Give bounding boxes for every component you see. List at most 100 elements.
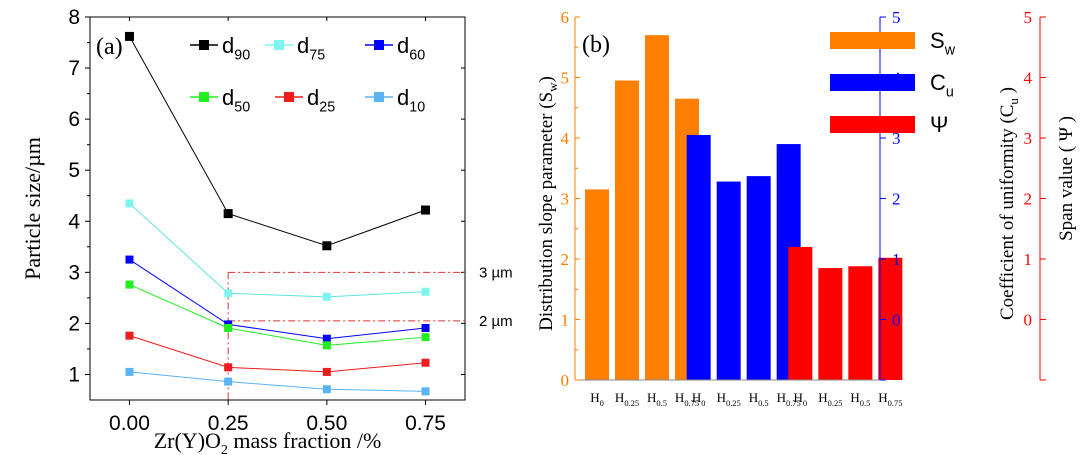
- bar: [878, 257, 903, 380]
- x-tick-label: 0.50: [306, 412, 347, 435]
- x-tick-label: 0.00: [109, 412, 150, 435]
- legend-label-d10-base: d: [397, 85, 409, 110]
- panel-a-x-axis-label: Zr(Y)O2 mass fraction /%: [154, 428, 382, 455]
- annotation-label: 3 µm: [479, 264, 513, 281]
- category-label-sub: 0: [803, 398, 807, 408]
- category-label-base: H: [692, 390, 701, 405]
- legend-label-d50-base: d: [222, 85, 234, 110]
- category-label-base: H: [850, 390, 859, 405]
- category-label-sub: 0.75: [888, 398, 903, 408]
- legend-marker: [284, 92, 294, 102]
- bar: [788, 246, 813, 380]
- bar: [615, 80, 639, 381]
- legend-swatch-Ψ: [830, 116, 915, 133]
- x-axis-label-rest: mass fraction /%: [228, 428, 381, 453]
- right-axis-1-tick-label: 2: [892, 190, 901, 209]
- bar: [818, 268, 843, 380]
- legend-label-d90: d90: [222, 33, 250, 64]
- series-d25: [125, 331, 430, 376]
- data-point: [421, 358, 430, 367]
- annotation-label: 2 µm: [479, 313, 513, 330]
- legend-label-Sw-sub: w: [944, 43, 956, 59]
- series-line: [129, 259, 426, 340]
- legend-marker: [374, 40, 384, 50]
- data-point: [421, 387, 430, 396]
- legend-label-Sw-base: S: [930, 28, 945, 53]
- data-point: [322, 292, 331, 301]
- right-axis-2-tick-label: 3: [1024, 129, 1033, 148]
- legend-label-d75-base: d: [297, 33, 309, 58]
- panel-a-ticks: 1 2 3 4 5 6 7 8 0.00 0.25 0.50 0.75: [68, 6, 465, 435]
- series-d90: [124, 31, 431, 251]
- y-tick-label: 5: [68, 159, 80, 182]
- right-axis-2-tick-label: 4: [1024, 69, 1033, 88]
- data-point: [224, 377, 233, 386]
- data-point: [421, 333, 430, 342]
- legend-label-Ψ-base: Ψ: [930, 112, 948, 137]
- panel-a-annotations: 3 µm 2 µm: [227, 264, 513, 400]
- bar: [645, 35, 669, 381]
- right-axis-2-tick-label: 2: [1024, 190, 1033, 209]
- category-label-base: H: [878, 390, 887, 405]
- series-d10: [125, 367, 430, 396]
- right-axis-2-tick-label: 1: [1024, 250, 1033, 269]
- category-label-sub: 0.75: [684, 398, 699, 408]
- series-line: [129, 203, 426, 298]
- legend-marker: [274, 40, 284, 50]
- right-axis-1-tick-label: 0: [892, 311, 901, 330]
- category-label: H0.25: [717, 390, 741, 408]
- category-label: H0.75: [777, 390, 801, 408]
- y-tick-label: 4: [68, 210, 80, 233]
- right-axis-1-label-sub: u: [1006, 98, 1021, 105]
- right-axis-1-label: Coefficient of uniformity (Cu ): [997, 87, 1021, 320]
- panel-a-y-axis-label: Particle size/µm: [20, 137, 45, 280]
- left-axis-tick-label: 0: [561, 371, 570, 390]
- legend-label-d75-sub: 75: [309, 48, 325, 64]
- data-point: [125, 199, 134, 208]
- data-point: [322, 334, 331, 343]
- data-point: [125, 280, 134, 289]
- legend-label-Cu-base: C: [930, 70, 946, 95]
- legend-label-d50-sub: 50: [234, 100, 250, 116]
- category-label-sub: 0: [701, 398, 705, 408]
- category-label: H0.5: [647, 390, 667, 408]
- right-axis-1-label-main: Coefficient of uniformity (C: [997, 105, 1018, 320]
- legend-label-d25-sub: 25: [319, 100, 335, 116]
- data-point: [421, 323, 430, 332]
- panel-a-plot-frame: [89, 16, 466, 401]
- category-label: H0.5: [749, 390, 769, 408]
- y-tick-label: 6: [68, 108, 80, 131]
- category-label-sub: 0: [600, 398, 604, 408]
- right-axis-2-label: Span value ( Ψ ): [1056, 116, 1077, 241]
- data-point: [224, 323, 233, 332]
- data-point: [322, 385, 331, 394]
- left-axis-label-main: Distribution slope parameter (S: [536, 92, 557, 331]
- data-point: [322, 241, 332, 251]
- legend-marker: [199, 40, 209, 50]
- left-axis-label-sub: w: [545, 82, 560, 92]
- left-axis-label-end: ): [536, 76, 557, 82]
- y-tick-label: 2: [68, 312, 80, 335]
- category-label-base: H: [818, 390, 827, 405]
- bar-series-Ψ: [788, 246, 903, 380]
- data-point: [224, 289, 233, 298]
- category-label: H0: [590, 390, 604, 408]
- category-label-base: H: [749, 390, 758, 405]
- legend-label-Ψ: Ψ: [930, 112, 948, 137]
- data-point: [125, 331, 134, 340]
- series-line: [129, 284, 426, 346]
- bar: [716, 181, 741, 380]
- right-axis-1-tick-label: 5: [892, 8, 901, 27]
- legend-label-d90-base: d: [222, 33, 234, 58]
- category-label-sub: 0.25: [624, 398, 639, 408]
- right-axis-1-tick-label: 1: [892, 250, 901, 269]
- category-label-base: H: [777, 390, 786, 405]
- legend-swatch-Sw: [830, 32, 915, 49]
- right-axis-1-label-end: ): [997, 87, 1018, 98]
- panel-b-label: (b): [582, 32, 610, 58]
- legend-label-Sw: Sw: [930, 28, 956, 59]
- category-label: H0: [794, 390, 808, 408]
